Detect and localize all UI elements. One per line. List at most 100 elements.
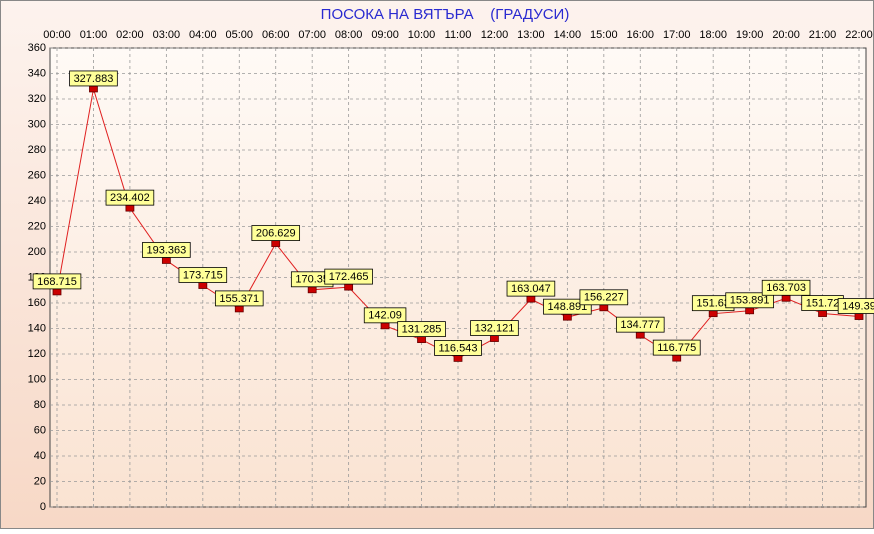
x-tick-label: 16:00 [627, 29, 655, 41]
x-tick-label: 05:00 [226, 29, 254, 41]
value-label: 151.63 [696, 298, 730, 310]
value-label: 172.465 [329, 271, 369, 283]
marker [745, 307, 755, 315]
value-label: 155.371 [219, 293, 259, 305]
x-tick-label: 20:00 [772, 29, 800, 41]
x-tick-label: 03:00 [153, 29, 181, 41]
value-label-box [214, 290, 264, 307]
x-tick-label: 15:00 [590, 29, 618, 41]
x-tick-label: 07:00 [298, 29, 326, 41]
value-label-box [32, 273, 82, 290]
marker [708, 310, 718, 318]
y-tick-label: 260 [28, 169, 46, 181]
x-tick-label: 02:00 [116, 29, 144, 41]
x-tick-label: 19:00 [736, 29, 764, 41]
value-label-box [324, 268, 373, 285]
value-label: 153.891 [730, 295, 770, 307]
marker [526, 295, 536, 303]
marker [271, 240, 281, 247]
marker [599, 304, 609, 312]
marker [89, 85, 98, 93]
marker [307, 286, 317, 294]
value-label: 132.121 [475, 322, 515, 334]
value-label-box [579, 289, 629, 306]
value-label-box [434, 340, 482, 356]
y-tick-label: 140 [28, 322, 46, 334]
marker [453, 355, 463, 362]
value-label: 148.891 [547, 301, 587, 313]
value-label: 206.629 [256, 227, 296, 239]
y-tick-label: 120 [28, 348, 46, 360]
y-tick-label: 100 [28, 373, 46, 385]
marker [562, 313, 572, 321]
value-label-box [142, 242, 191, 258]
x-tick-label: 11:00 [445, 29, 472, 41]
x-tick-label: 22:00 [845, 29, 873, 41]
value-label: 156.227 [584, 292, 624, 304]
value-label-box [69, 70, 118, 87]
value-label-box [178, 267, 228, 283]
y-tick-label: 240 [28, 195, 46, 207]
value-label: 134.777 [620, 319, 660, 331]
marker [635, 331, 645, 339]
marker [380, 322, 390, 330]
y-tick-label: 40 [34, 450, 46, 462]
value-label: 151.72 [806, 297, 840, 309]
y-tick-label: 340 [28, 67, 46, 79]
value-label: 163.047 [511, 283, 551, 295]
x-tick-label: 09:00 [371, 29, 399, 41]
marker [125, 204, 135, 212]
marker [854, 313, 864, 320]
marker [198, 282, 208, 289]
value-label-box [105, 189, 155, 206]
x-tick-label: 18:00 [699, 29, 727, 41]
value-label: 193.363 [146, 244, 186, 256]
x-tick-label: 04:00 [189, 29, 217, 41]
y-tick-label: 20 [34, 475, 46, 487]
value-label: 168.715 [37, 276, 77, 288]
value-label-box [543, 298, 592, 315]
y-tick-label: 0 [40, 501, 46, 513]
x-tick-label: 14:00 [554, 29, 582, 41]
marker [818, 310, 827, 317]
x-tick-label: 13:00 [517, 29, 545, 41]
value-label-box [363, 307, 407, 324]
value-label: 234.402 [110, 192, 150, 204]
marker [161, 257, 171, 264]
value-label-box [837, 298, 874, 314]
x-tick-label: 17:00 [663, 29, 691, 41]
x-tick-label: 00:00 [43, 29, 71, 41]
y-tick-label: 280 [28, 144, 46, 156]
x-tick-label: 06:00 [262, 29, 290, 41]
value-label-box [652, 339, 701, 356]
value-label: 116.775 [657, 342, 696, 354]
value-label: 149.39 [842, 300, 874, 312]
value-label-box [725, 292, 774, 309]
value-label-box [761, 279, 811, 296]
y-tick-label: 220 [28, 220, 46, 232]
marker [344, 283, 354, 291]
x-tick-label: 10:00 [408, 29, 436, 41]
x-tick-label: 01:00 [80, 29, 108, 41]
marker [52, 288, 62, 296]
marker [234, 305, 244, 313]
chart-title: ПОСОКА НА ВЯТЪРА (ГРАДУСИ) [321, 6, 570, 23]
value-label-box [251, 225, 301, 241]
marker [417, 336, 426, 344]
value-label: 131.285 [402, 324, 442, 336]
x-tick-label: 08:00 [335, 29, 363, 41]
value-label: 142.09 [368, 310, 402, 322]
y-tick-label: 320 [28, 93, 46, 105]
value-label: 116.543 [439, 342, 478, 354]
value-label-box [397, 321, 446, 338]
value-label: 163.703 [766, 282, 806, 294]
value-label-box [615, 316, 665, 333]
value-label: 327.883 [74, 73, 114, 85]
y-tick-label: 60 [34, 424, 46, 436]
value-label-box [506, 280, 556, 297]
y-tick-label: 360 [28, 42, 46, 54]
marker [490, 335, 499, 342]
x-tick-label: 21:00 [809, 29, 837, 41]
y-tick-label: 80 [34, 399, 46, 411]
